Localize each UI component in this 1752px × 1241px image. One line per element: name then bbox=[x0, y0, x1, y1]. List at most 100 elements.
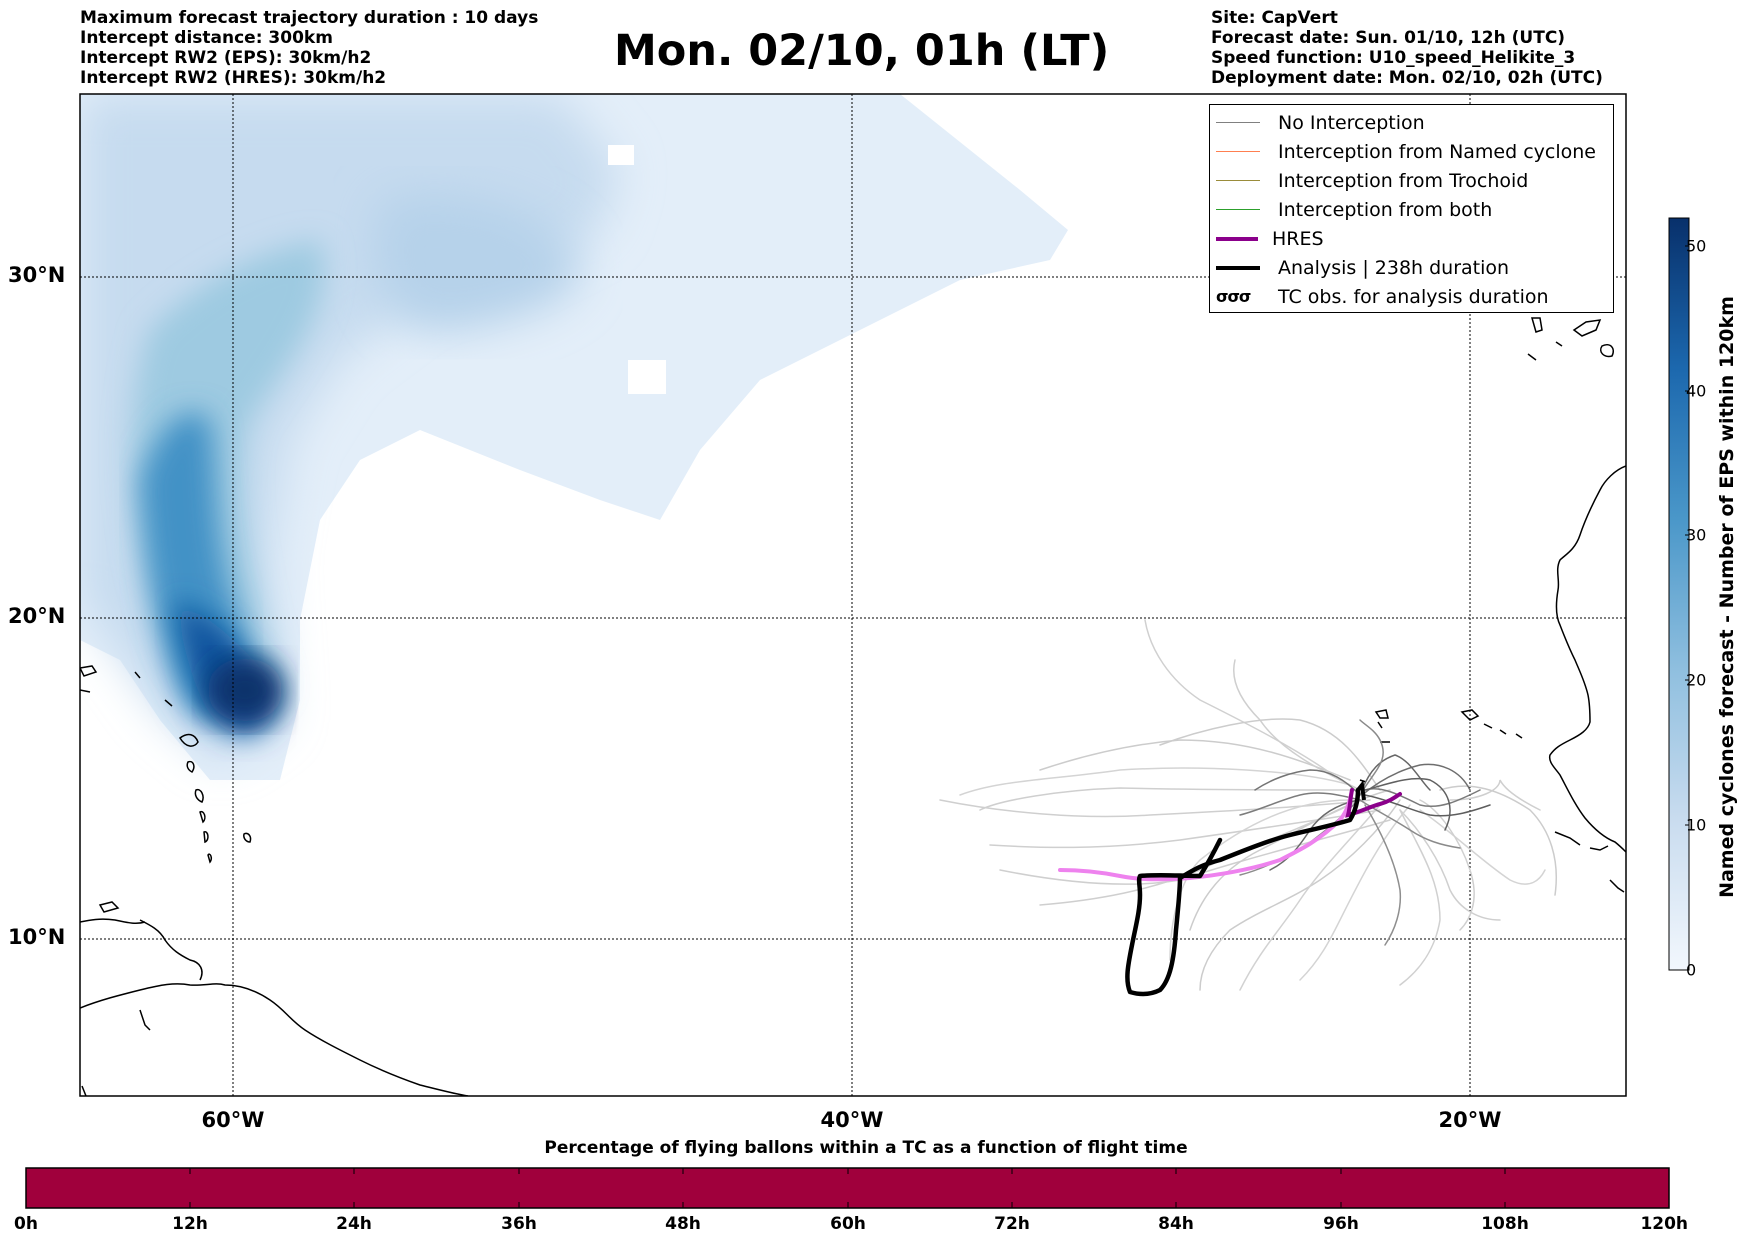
trajectory-no-interception bbox=[1419, 799, 1475, 931]
colorbar-title: Named cyclones forecast - Number of EPS … bbox=[1716, 296, 1738, 898]
legend-label: Interception from both bbox=[1278, 198, 1493, 221]
latitude-label-10n: 10°N bbox=[8, 925, 66, 949]
caribbean-coast bbox=[80, 918, 146, 924]
cape-verde-island bbox=[1515, 733, 1523, 739]
trajectory-no-interception bbox=[1299, 804, 1411, 981]
time-bar-label: 72h bbox=[994, 1214, 1030, 1234]
analysis-trajectory bbox=[1125, 787, 1361, 997]
map-title: Mon. 02/10, 01h (LT) bbox=[614, 26, 1110, 76]
island-outline bbox=[207, 853, 212, 864]
legend-label: HRES bbox=[1272, 227, 1324, 250]
south-america-coast bbox=[81, 1085, 87, 1096]
trajectory-no-interception bbox=[1039, 799, 1361, 906]
legend-label: No Interception bbox=[1278, 111, 1425, 134]
trajectory-no-interception bbox=[1361, 763, 1471, 796]
trajectory-no-interception bbox=[1169, 799, 1351, 961]
trajectory-no-interception bbox=[1159, 718, 1381, 791]
map-frame bbox=[79, 93, 1627, 1097]
longitude-label-60w: 60°W bbox=[201, 1108, 265, 1132]
legend-item-named-cyclone: Interception from Named cyclone bbox=[1216, 137, 1596, 166]
legend-label: Analysis | 238h duration bbox=[1278, 256, 1510, 279]
time-bar-ticks bbox=[189, 1168, 1506, 1208]
island-outline bbox=[179, 733, 199, 747]
south-america-coast bbox=[80, 983, 469, 1096]
trajectory-no-interception bbox=[1239, 804, 1381, 991]
legend-item-analysis: Analysis | 238h duration bbox=[1216, 253, 1509, 282]
time-bar-label: 108h bbox=[1481, 1214, 1529, 1234]
analysis-trajectory-start bbox=[1356, 780, 1366, 801]
header-line: Site: CapVert bbox=[1211, 8, 1338, 28]
colorbar-tick-label: 0 bbox=[1686, 960, 1697, 980]
trajectory-no-interception bbox=[1399, 809, 1441, 986]
density-level-1b bbox=[374, 193, 581, 332]
latitude-label-20n: 20°N bbox=[8, 604, 66, 628]
island-outline bbox=[203, 831, 209, 844]
africa-coast bbox=[1589, 845, 1609, 851]
canary-island bbox=[1531, 317, 1543, 333]
header-line: Intercept RW2 (EPS): 30km/h2 bbox=[80, 48, 372, 68]
legend-item-trochoid: Interception from Trochoid bbox=[1216, 166, 1528, 195]
legend-swatch bbox=[1216, 209, 1260, 210]
trajectory-no-interception bbox=[1039, 739, 1351, 781]
island-outline bbox=[243, 832, 252, 843]
colorbar-tick-label: 20 bbox=[1686, 670, 1707, 690]
time-bar-label: 84h bbox=[1158, 1214, 1194, 1234]
colorbar bbox=[1668, 217, 1690, 971]
legend-item-no-interception: No Interception bbox=[1216, 108, 1425, 137]
header-right-info: Site: CapVert Forecast date: Sun. 01/10,… bbox=[1211, 8, 1603, 88]
legend-swatch bbox=[1216, 151, 1260, 152]
cape-verde-island bbox=[1377, 721, 1383, 729]
trajectory-no-interception bbox=[1254, 769, 1361, 796]
time-bar-label: 36h bbox=[501, 1214, 537, 1234]
time-bar-fill bbox=[25, 1167, 1670, 1209]
trajectory-no-interception bbox=[1364, 794, 1491, 817]
caribbean-coast bbox=[139, 919, 203, 981]
trajectory-no-interception bbox=[1199, 799, 1401, 991]
trajectory-no-interception bbox=[989, 809, 1381, 849]
island-outline bbox=[139, 1009, 151, 1031]
header-line: Intercept RW2 (HRES): 30km/h2 bbox=[80, 68, 387, 88]
eps-density-field bbox=[80, 94, 1068, 780]
cape-verde-island bbox=[1374, 709, 1389, 719]
legend-item-both: Interception from both bbox=[1216, 195, 1492, 224]
trajectory-no-interception bbox=[1359, 799, 1461, 849]
trajectory-no-interception bbox=[959, 767, 1351, 796]
trajectory-no-interception bbox=[1364, 804, 1402, 946]
africa-coast bbox=[1609, 879, 1625, 893]
time-bar-label: 48h bbox=[665, 1214, 701, 1234]
hres-trajectory-pink bbox=[1058, 788, 1354, 882]
island-outline bbox=[98, 901, 120, 913]
legend-swatch bbox=[1216, 122, 1260, 123]
island-outline bbox=[80, 689, 91, 693]
trajectory-no-interception bbox=[1419, 809, 1546, 885]
colorbar-tick-label: 10 bbox=[1686, 815, 1707, 835]
tc-symbol-icon: σσσ bbox=[1216, 287, 1251, 306]
header-line: Maximum forecast trajectory duration : 1… bbox=[80, 8, 539, 28]
trajectory-no-interception bbox=[1359, 719, 1384, 796]
trajectory-no-interception bbox=[939, 799, 1371, 818]
trajectory-no-interception bbox=[1239, 792, 1361, 816]
colorbar-ticks bbox=[1685, 245, 1689, 826]
header-line: Speed function: U10_speed_Helikite_3 bbox=[1211, 48, 1576, 68]
map-legend: No Interception Interception from Named … bbox=[1209, 104, 1614, 313]
legend-swatch bbox=[1216, 180, 1260, 181]
trajectory-no-interception bbox=[1449, 779, 1541, 811]
canary-island bbox=[1600, 344, 1614, 358]
time-bar bbox=[25, 1167, 1670, 1209]
latitude-label-30n: 30°N bbox=[8, 263, 66, 287]
cape-verde-island bbox=[1499, 729, 1507, 735]
africa-coast bbox=[1554, 831, 1581, 846]
legend-item-hres: HRES bbox=[1216, 224, 1324, 253]
time-bar-title: Percentage of flying ballons within a TC… bbox=[544, 1138, 1188, 1158]
island-outline bbox=[199, 810, 206, 824]
header-left-info: Maximum forecast trajectory duration : 1… bbox=[80, 8, 538, 88]
time-bar-label: 24h bbox=[336, 1214, 372, 1234]
legend-item-tc-obs: σσσ TC obs. for analysis duration bbox=[1216, 282, 1549, 311]
canary-island bbox=[1555, 341, 1563, 347]
island-outline bbox=[186, 760, 195, 773]
time-bar-label: 12h bbox=[172, 1214, 208, 1234]
trajectory-no-interception bbox=[1144, 619, 1341, 781]
legend-label: Interception from Trochoid bbox=[1278, 169, 1529, 192]
island-outline bbox=[80, 665, 98, 677]
